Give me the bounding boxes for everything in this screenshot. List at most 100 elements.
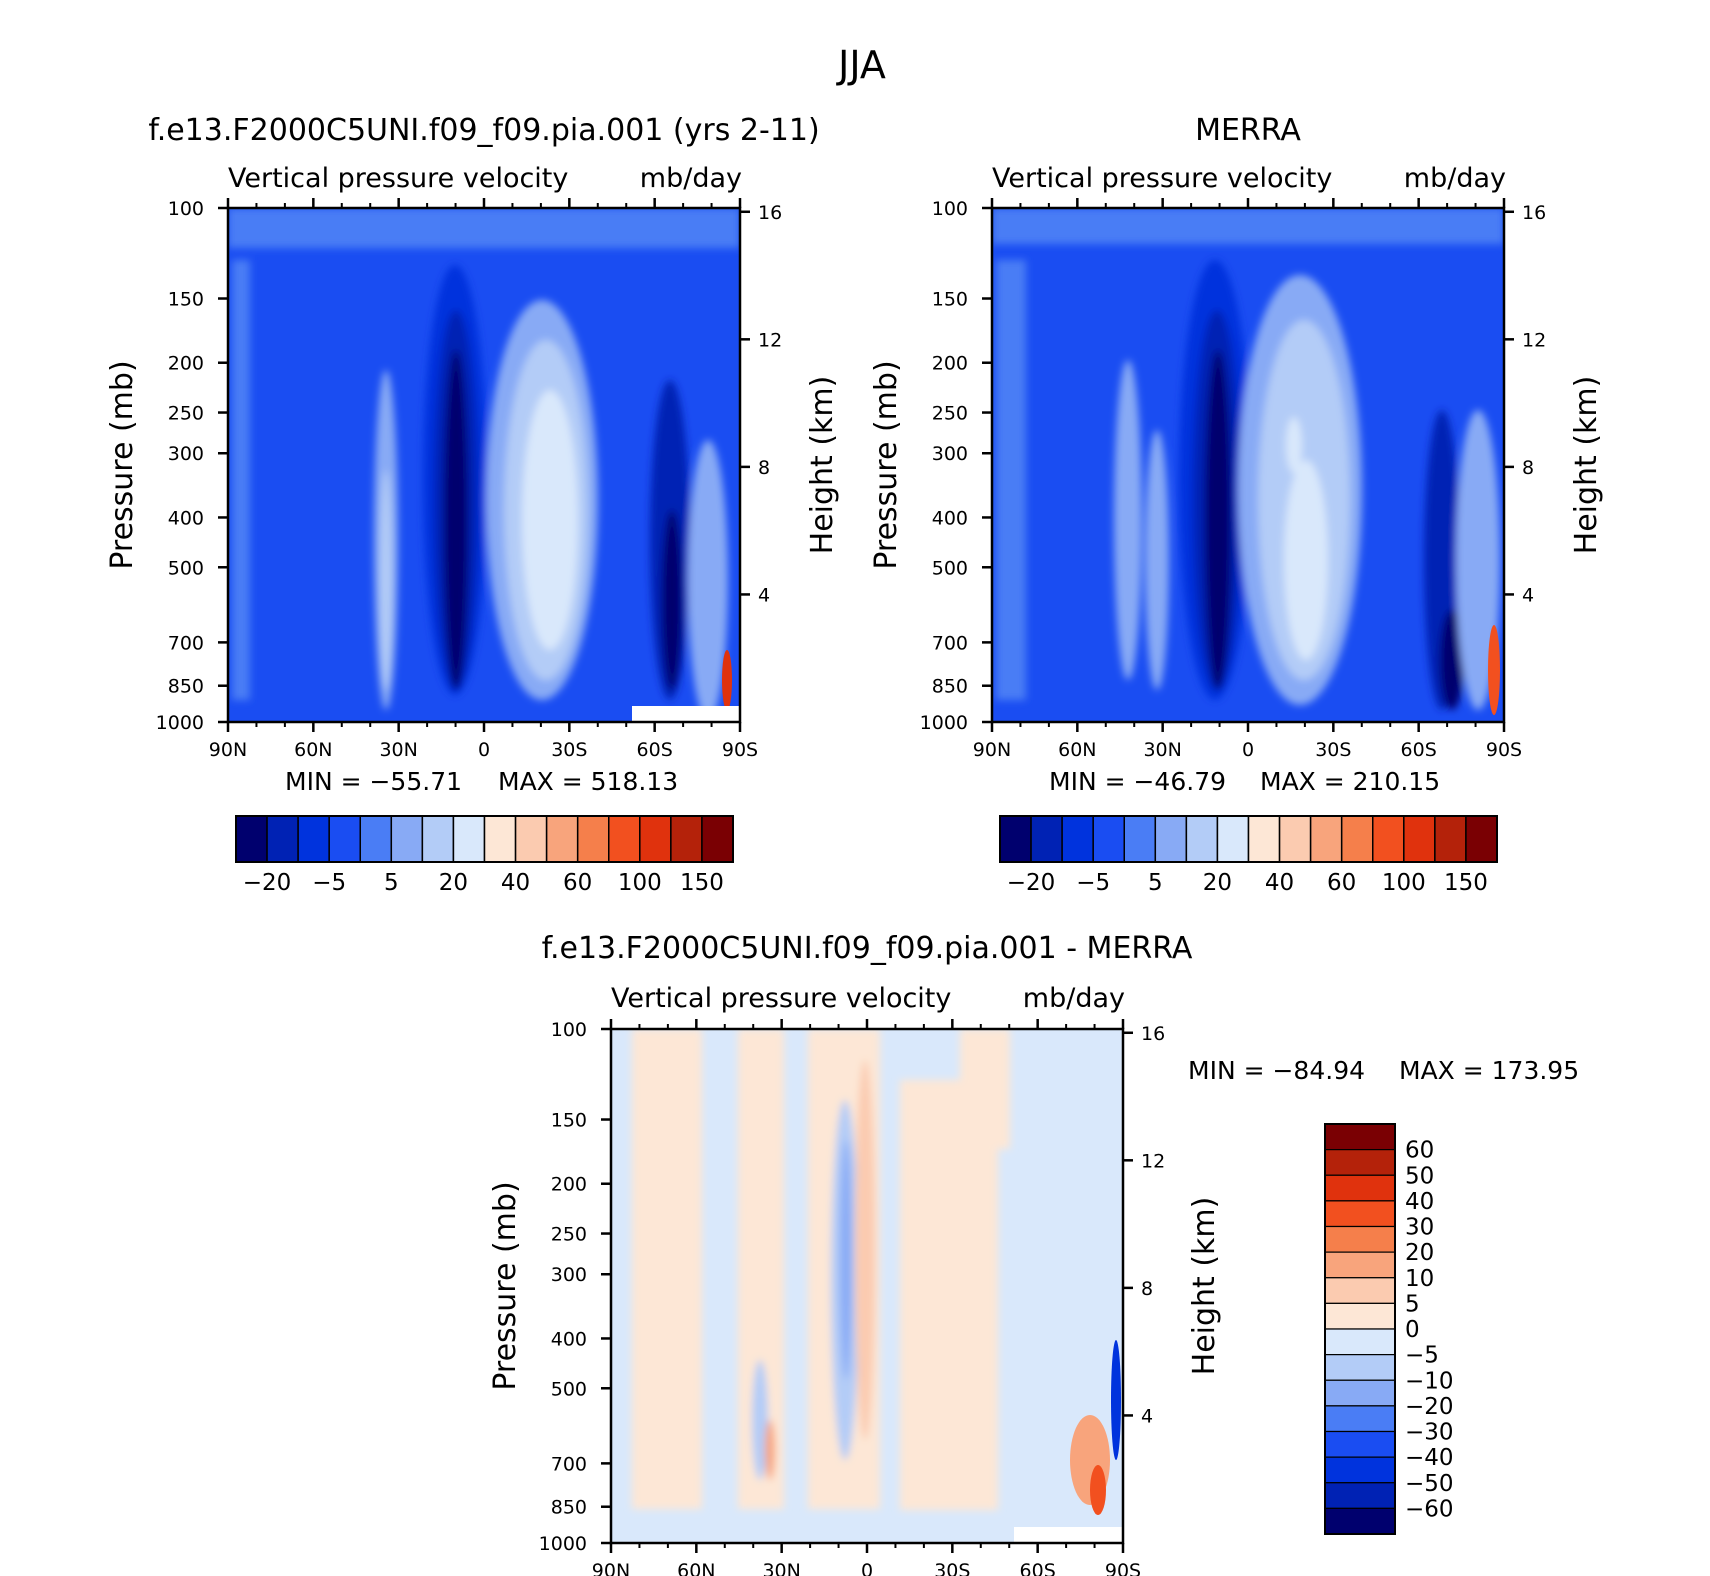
colorbar-tick-label: 100 — [618, 870, 662, 896]
panel-merra-max: MAX = 210.15 — [1260, 767, 1440, 796]
y-tick-label: 500 — [551, 1378, 587, 1400]
panel-merra-plot — [992, 208, 1504, 722]
field-polar-north — [232, 260, 250, 700]
x-tick-label: 90S — [722, 739, 758, 761]
panel-merra-subtitle-right: mb/day — [1404, 163, 1506, 194]
panel-merra-colorbar: −20 −5 5 20 40 60 100 150 — [999, 815, 1498, 896]
field-polar-south — [688, 440, 728, 720]
panel-difference-plot — [611, 1029, 1123, 1543]
y-right-tick-label: 4 — [1522, 584, 1534, 606]
colorbar-tick-label: 50 — [1405, 1163, 1434, 1189]
y-tick-label: 250 — [932, 403, 968, 425]
missing-data-mask — [632, 706, 740, 722]
colorbar-tick-label: 30 — [1405, 1215, 1434, 1241]
colorbar-tick-label: 5 — [1148, 870, 1163, 896]
colorbar-box — [328, 815, 361, 863]
colorbar-box — [1324, 1123, 1396, 1151]
y-tick-label: 700 — [168, 632, 204, 654]
y-tick-label: 150 — [551, 1110, 587, 1132]
colorbar-box — [1216, 815, 1250, 863]
y-tick-label: 1000 — [156, 712, 204, 734]
x-tick-label: 60S — [1020, 1560, 1056, 1576]
x-tick-label: 90S — [1486, 739, 1522, 761]
x-tick-label: 30N — [1143, 739, 1181, 761]
panel-difference-min: MIN = −84.94 — [1188, 1056, 1365, 1085]
field-equator-positive-max — [855, 1060, 875, 1440]
y-right-tick-label: 16 — [1522, 202, 1546, 224]
colorbar-box — [1324, 1251, 1396, 1279]
x-tick-label: 30N — [762, 1560, 800, 1576]
field-descent-core — [522, 390, 578, 650]
panel-model-colorbar: −20 −5 5 20 40 60 100 150 — [235, 815, 734, 896]
x-tick-label: 0 — [1242, 739, 1254, 761]
panel-difference-axes: 90N 60N 30N 0 30S 60S 90S 100 150 200 250 300 400 500… — [539, 1019, 1165, 1576]
field-subtropic-north-2 — [1145, 430, 1169, 690]
field-upper-band — [992, 208, 1504, 244]
colorbar-box — [1465, 815, 1498, 863]
colorbar-box — [1324, 1405, 1396, 1433]
colorbar-box — [514, 815, 548, 863]
colorbar-box — [1324, 1302, 1396, 1330]
y-tick-label: 200 — [168, 353, 204, 375]
y-tick-label: 1000 — [920, 712, 968, 734]
colorbar-box — [1372, 815, 1405, 863]
field-southern-ascent-core — [662, 510, 682, 690]
y-tick-label: 200 — [932, 353, 968, 375]
colorbar-box — [1061, 815, 1094, 863]
colorbar-box — [1030, 815, 1063, 863]
y-right-tick-label: 4 — [1141, 1405, 1153, 1427]
y-tick-label: 500 — [168, 557, 204, 579]
colorbar-box — [670, 815, 703, 863]
field-descent-upper — [1286, 417, 1302, 473]
field-polar-south — [1456, 410, 1500, 710]
field-equator-negative-core — [840, 1140, 852, 1380]
panel-difference-ylabel: Pressure (mb) — [488, 1181, 523, 1390]
colorbar-tick-label: 60 — [1405, 1138, 1434, 1164]
field-itcz-core — [444, 350, 468, 690]
panel-difference-title: f.e13.F2000C5UNI.f09_f09.pia.001 - MERRA — [542, 931, 1193, 966]
y-tick-label: 400 — [932, 507, 968, 529]
y-tick-label: 850 — [551, 1497, 587, 1519]
colorbar-box — [1434, 815, 1467, 863]
colorbar-box — [1247, 815, 1281, 863]
y-tick-label: 300 — [932, 443, 968, 465]
colorbar-tick-label: 40 — [1405, 1189, 1434, 1215]
x-tick-label: 90N — [973, 739, 1011, 761]
colorbar-box — [1309, 815, 1343, 863]
y-tick-label: 1000 — [539, 1533, 587, 1555]
y-tick-label: 500 — [932, 557, 968, 579]
colorbar-box — [1324, 1200, 1396, 1228]
colorbar-box — [1185, 815, 1219, 863]
y-right-tick-label: 8 — [758, 457, 770, 479]
x-tick-label: 60S — [637, 739, 673, 761]
colorbar-tick-label: −10 — [1405, 1368, 1454, 1394]
colorbar-box — [359, 815, 393, 863]
colorbar-box — [639, 815, 672, 863]
colorbar-box — [1324, 1149, 1396, 1176]
y-tick-label: 300 — [168, 443, 204, 465]
y-right-tick-label: 4 — [758, 584, 770, 606]
colorbar-tick-label: −20 — [1007, 870, 1056, 896]
field-north-negative — [752, 1360, 768, 1480]
panel-merra: MERRA Vertical pressure velocity mb/day — [869, 113, 1604, 896]
colorbar-box — [1403, 815, 1436, 863]
y-tick-label: 100 — [932, 198, 968, 220]
colorbar-box — [1340, 815, 1374, 863]
colorbar-box — [297, 815, 330, 863]
colorbar-box — [1154, 815, 1188, 863]
y-tick-label: 850 — [168, 676, 204, 698]
colorbar-tick-label: 150 — [680, 870, 724, 896]
colorbar-tick-label: −60 — [1405, 1496, 1454, 1522]
colorbar-tick-label: 10 — [1405, 1266, 1434, 1292]
field-subtropic-north-core — [380, 470, 392, 690]
colorbar-tick-label: 40 — [1265, 870, 1294, 896]
colorbar-box — [545, 815, 579, 863]
colorbar-tick-label: 5 — [384, 870, 399, 896]
field-north-positive — [632, 1029, 702, 1509]
colorbar-box — [999, 815, 1032, 863]
y-right-tick-label: 16 — [1141, 1023, 1165, 1045]
panel-difference-max: MAX = 173.95 — [1399, 1056, 1579, 1085]
x-tick-label: 60N — [294, 739, 332, 761]
